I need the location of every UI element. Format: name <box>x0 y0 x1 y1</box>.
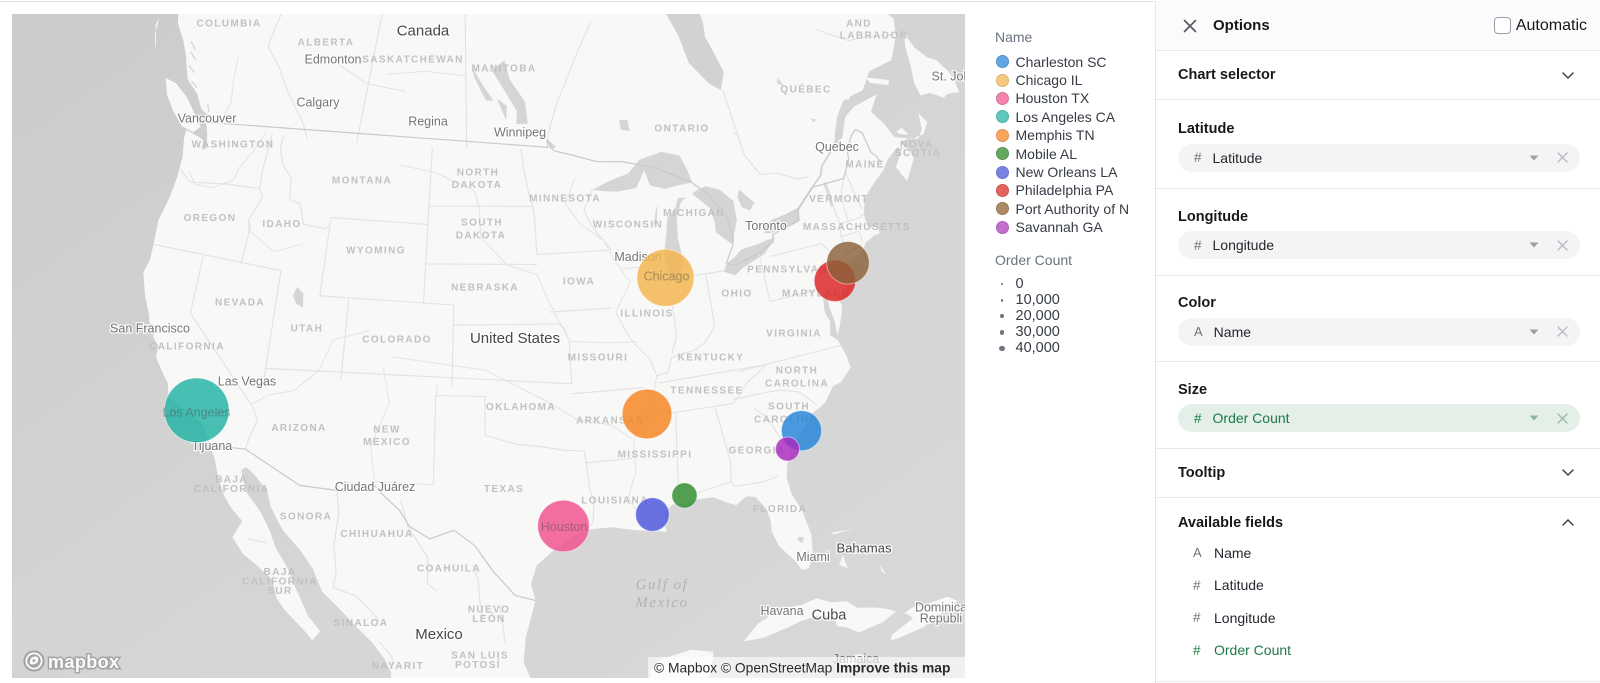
svg-text:IDAHO: IDAHO <box>262 219 301 230</box>
svg-text:ARKANSAS: ARKANSAS <box>576 416 644 427</box>
svg-text:PENNSYLVANIA: PENNSYLVANIA <box>747 265 841 276</box>
svg-text:SUR: SUR <box>267 586 292 597</box>
svg-text:KENTUCKY: KENTUCKY <box>678 353 745 364</box>
svg-text:Dominica: Dominica <box>915 600 965 614</box>
svg-text:MASSACHUSETTS: MASSACHUSETTS <box>803 222 911 233</box>
svg-text:NEVADA: NEVADA <box>215 298 265 309</box>
svg-text:MICHIGAN: MICHIGAN <box>663 208 725 219</box>
svg-text:Toronto: Toronto <box>745 219 787 233</box>
svg-text:TENNESSEE: TENNESSEE <box>670 386 743 397</box>
svg-text:MINNESOTA: MINNESOTA <box>529 194 601 205</box>
svg-text:MONTANA: MONTANA <box>332 176 392 187</box>
svg-text:OKLAHOMA: OKLAHOMA <box>486 402 556 413</box>
svg-text:SCOTIA: SCOTIA <box>895 148 941 159</box>
svg-text:NAYARIT: NAYARIT <box>372 661 424 672</box>
svg-text:NOVA: NOVA <box>900 140 934 151</box>
svg-text:Gulf of: Gulf of <box>636 577 689 593</box>
svg-text:NUEVO: NUEVO <box>468 605 511 616</box>
svg-text:Las Vegas: Las Vegas <box>218 374 276 388</box>
svg-text:LOUISIANA: LOUISIANA <box>581 496 649 507</box>
svg-text:DAKOTA: DAKOTA <box>452 180 502 191</box>
svg-text:MISSISSIPPI: MISSISSIPPI <box>618 450 693 461</box>
svg-text:Republi: Republi <box>920 611 962 625</box>
svg-text:Cuba: Cuba <box>812 607 848 623</box>
svg-text:SASKATCHEWAN: SASKATCHEWAN <box>362 55 464 66</box>
svg-text:SOUTH: SOUTH <box>461 218 503 229</box>
svg-text:Vancouver: Vancouver <box>178 111 237 125</box>
svg-text:Calgary: Calgary <box>296 95 340 109</box>
svg-text:MARYLAND: MARYLAND <box>782 289 850 300</box>
svg-text:MISSOURI: MISSOURI <box>568 353 629 364</box>
svg-text:SINALOA: SINALOA <box>334 618 389 629</box>
svg-text:COAHUILA: COAHUILA <box>417 564 481 575</box>
svg-text:Houston: Houston <box>541 520 588 534</box>
svg-text:Ciudad Juárez: Ciudad Juárez <box>335 480 416 494</box>
svg-text:MAINE: MAINE <box>845 160 884 171</box>
svg-text:mapbox: mapbox <box>48 652 119 672</box>
svg-text:POTOSÍ: POTOSÍ <box>455 658 501 671</box>
svg-text:United States: United States <box>470 330 560 347</box>
svg-text:CALIFORNIA: CALIFORNIA <box>149 342 225 353</box>
svg-text:SAN LUIS: SAN LUIS <box>451 651 509 662</box>
svg-text:CALIFORNIA: CALIFORNIA <box>242 577 318 588</box>
svg-text:AND: AND <box>846 19 872 30</box>
svg-text:BAJA: BAJA <box>215 475 248 486</box>
svg-text:ONTARIO: ONTARIO <box>654 124 709 135</box>
svg-text:LABRADOR: LABRADOR <box>840 31 908 42</box>
svg-text:San Francisco: San Francisco <box>110 321 190 335</box>
svg-text:BAJA: BAJA <box>264 567 297 578</box>
svg-text:NORTH: NORTH <box>457 168 500 179</box>
svg-text:ARIZONA: ARIZONA <box>271 423 326 434</box>
svg-text:WASHINGTON: WASHINGTON <box>192 140 275 151</box>
svg-text:OHIO: OHIO <box>721 289 752 300</box>
svg-text:COLORADO: COLORADO <box>362 335 432 346</box>
svg-text:Regina: Regina <box>408 114 448 128</box>
svg-text:UTAH: UTAH <box>291 324 324 335</box>
svg-text:LEÓN: LEÓN <box>472 612 505 625</box>
svg-text:ALBERTA: ALBERTA <box>298 38 355 49</box>
svg-text:GEORGIA: GEORGIA <box>728 446 785 457</box>
svg-text:Winnipeg: Winnipeg <box>494 125 546 139</box>
svg-text:St. Joh: St. Joh <box>932 69 965 83</box>
svg-text:QUÉBEC: QUÉBEC <box>780 83 831 96</box>
svg-text:CAROLINA: CAROLINA <box>765 379 829 390</box>
svg-text:CHIHUAHUA: CHIHUAHUA <box>340 529 413 540</box>
svg-text:Miami: Miami <box>796 550 829 564</box>
svg-text:ILLINOIS: ILLINOIS <box>620 309 673 320</box>
svg-text:Quebec: Quebec <box>815 140 859 154</box>
svg-text:© Mapbox © OpenStreetMap Impro: © Mapbox © OpenStreetMap Improve this ma… <box>654 661 950 676</box>
svg-text:Edmonton: Edmonton <box>305 52 362 66</box>
svg-text:Havana: Havana <box>760 604 803 618</box>
svg-text:VERMONT: VERMONT <box>809 194 869 205</box>
svg-text:NORTH: NORTH <box>776 366 819 377</box>
svg-text:Chicago: Chicago <box>644 269 690 283</box>
svg-text:Bahamas: Bahamas <box>837 540 892 555</box>
svg-text:OREGON: OREGON <box>184 213 237 224</box>
svg-text:Los Angeles: Los Angeles <box>162 405 230 419</box>
svg-text:MANITOBA: MANITOBA <box>472 64 537 75</box>
svg-text:VIRGINIA: VIRGINIA <box>766 329 822 340</box>
svg-text:NEBRASKA: NEBRASKA <box>451 283 519 294</box>
svg-text:IOWA: IOWA <box>563 277 595 288</box>
svg-text:SONORA: SONORA <box>280 512 332 523</box>
svg-text:SOUTH: SOUTH <box>768 402 810 413</box>
svg-text:CALIFORNIA: CALIFORNIA <box>194 484 270 495</box>
svg-text:TEXAS: TEXAS <box>484 484 524 495</box>
svg-text:COLUMBIA: COLUMBIA <box>196 19 261 30</box>
svg-text:Canada: Canada <box>397 22 450 39</box>
svg-text:FLORIDA: FLORIDA <box>753 504 807 515</box>
svg-text:WYOMING: WYOMING <box>346 246 406 257</box>
svg-text:DAKOTA: DAKOTA <box>456 231 506 242</box>
svg-text:WISCONSIN: WISCONSIN <box>593 220 663 231</box>
svg-text:NEW: NEW <box>373 425 401 436</box>
svg-text:Mexico: Mexico <box>415 626 463 643</box>
svg-text:MEXICO: MEXICO <box>363 437 411 448</box>
svg-text:Mexico: Mexico <box>634 595 688 611</box>
